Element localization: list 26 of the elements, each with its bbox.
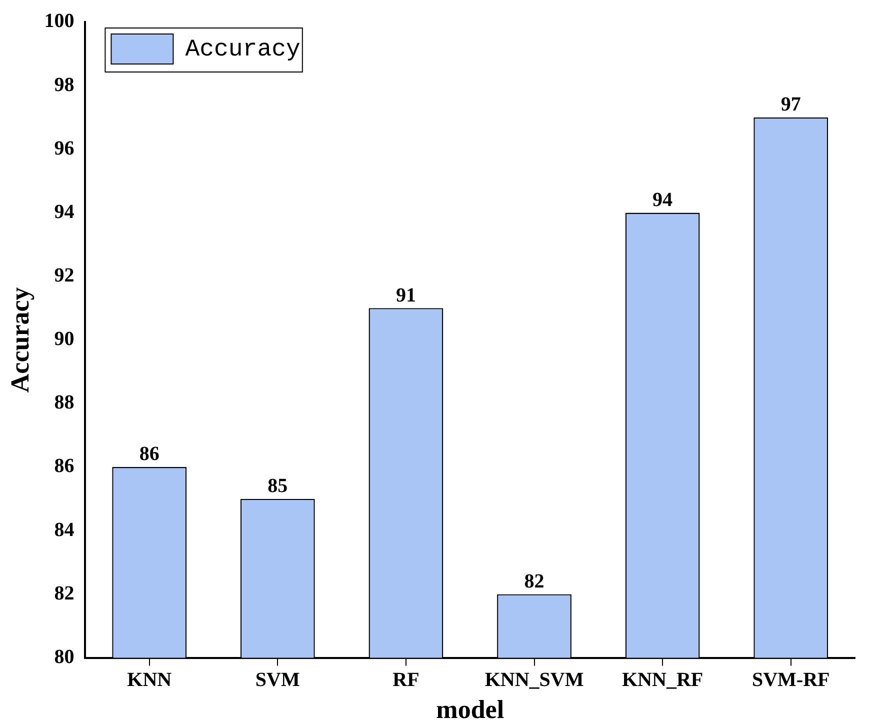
data-label: 82	[524, 570, 544, 592]
y-axis-title: Accuracy	[5, 287, 34, 393]
x-tick-label: SVM-RF	[752, 668, 830, 691]
x-tick-label: KNN	[127, 668, 172, 691]
x-axis-title: model	[436, 695, 504, 724]
data-label: 97	[780, 94, 801, 116]
y-tick-label: 98	[54, 74, 74, 96]
y-tick-label: 92	[54, 264, 74, 286]
data-label: 91	[396, 284, 416, 306]
y-tick-label: 84	[54, 518, 74, 541]
legend-label: Accuracy	[185, 36, 300, 64]
data-label: 86	[139, 443, 160, 466]
y-tick-label: 96	[54, 137, 74, 160]
x-tick-label: KNN_SVM	[484, 668, 584, 691]
x-tick-label: SVM	[255, 668, 300, 691]
x-tick-label: RF	[392, 668, 420, 691]
y-tick-label: 80	[54, 646, 74, 668]
data-label: 94	[652, 188, 673, 211]
y-tick-label: 94	[54, 200, 74, 223]
y-tick-label: 86	[54, 455, 74, 478]
y-tick-label: 88	[54, 392, 74, 414]
y-tick-label: 82	[54, 582, 74, 604]
y-tick-label: 100	[44, 10, 74, 32]
y-tick-label: 90	[54, 328, 74, 350]
x-tick-label: KNN_RF	[622, 668, 704, 691]
data-label: 85	[268, 475, 288, 498]
